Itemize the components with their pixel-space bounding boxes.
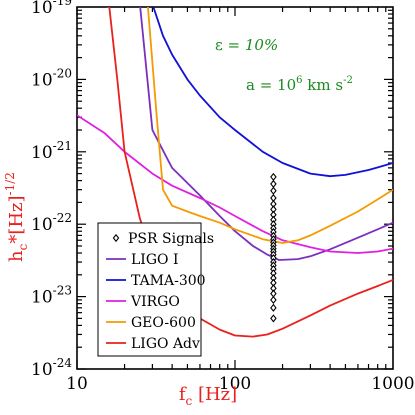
legend-label: TAMA-300	[131, 273, 206, 289]
psr-point	[270, 186, 277, 195]
legend-label: LIGO Adv	[131, 336, 200, 352]
series-line-ligo-i	[139, 7, 393, 261]
legend-label: GEO-600	[131, 315, 196, 331]
acceleration-annotation: a = 106 km s-2	[246, 75, 353, 94]
x-tick-label: 10	[66, 374, 88, 394]
series-line-virgo	[77, 114, 393, 254]
psr-point	[270, 303, 277, 312]
series-line-geo-600	[147, 7, 393, 244]
y-tick-label: 10-20	[31, 66, 72, 90]
y-axis-title: hc*[Hz]-1/2	[3, 172, 30, 262]
y-tick-label: 10-24	[31, 356, 72, 380]
y-tick-label: 10-19	[31, 0, 72, 18]
psr-point	[270, 179, 277, 189]
psr-point	[270, 295, 277, 304]
x-tick-label: 100	[219, 374, 251, 394]
x-tick-label: 1000	[371, 374, 414, 394]
legend-box	[97, 222, 202, 357]
y-tick-label: 10-22	[31, 211, 72, 235]
psr-markers	[270, 172, 277, 323]
psr-point	[270, 172, 277, 181]
legend-label: VIRGO	[130, 294, 180, 310]
epsilon-annotation: ε = 10%	[215, 36, 278, 54]
legend-label: PSR Signals	[128, 231, 214, 247]
legend: PSR Signals LIGO I TAMA-300 VIRGO GEO-600 LIG…	[97, 222, 214, 357]
legend-marker-psr	[112, 233, 120, 243]
y-tick-labels: 10-19 10-20 10-21 10-22 10-23 10-24	[31, 0, 72, 380]
x-axis-title: fc [Hz]	[179, 384, 237, 408]
y-tick-label: 10-23	[31, 284, 72, 308]
psr-point	[270, 314, 277, 323]
y-tick-label: 10-21	[31, 139, 72, 163]
x-tick-labels: 10 100 1000	[66, 374, 414, 394]
series-line-tama-300	[152, 7, 393, 178]
legend-label: LIGO I	[131, 252, 178, 268]
